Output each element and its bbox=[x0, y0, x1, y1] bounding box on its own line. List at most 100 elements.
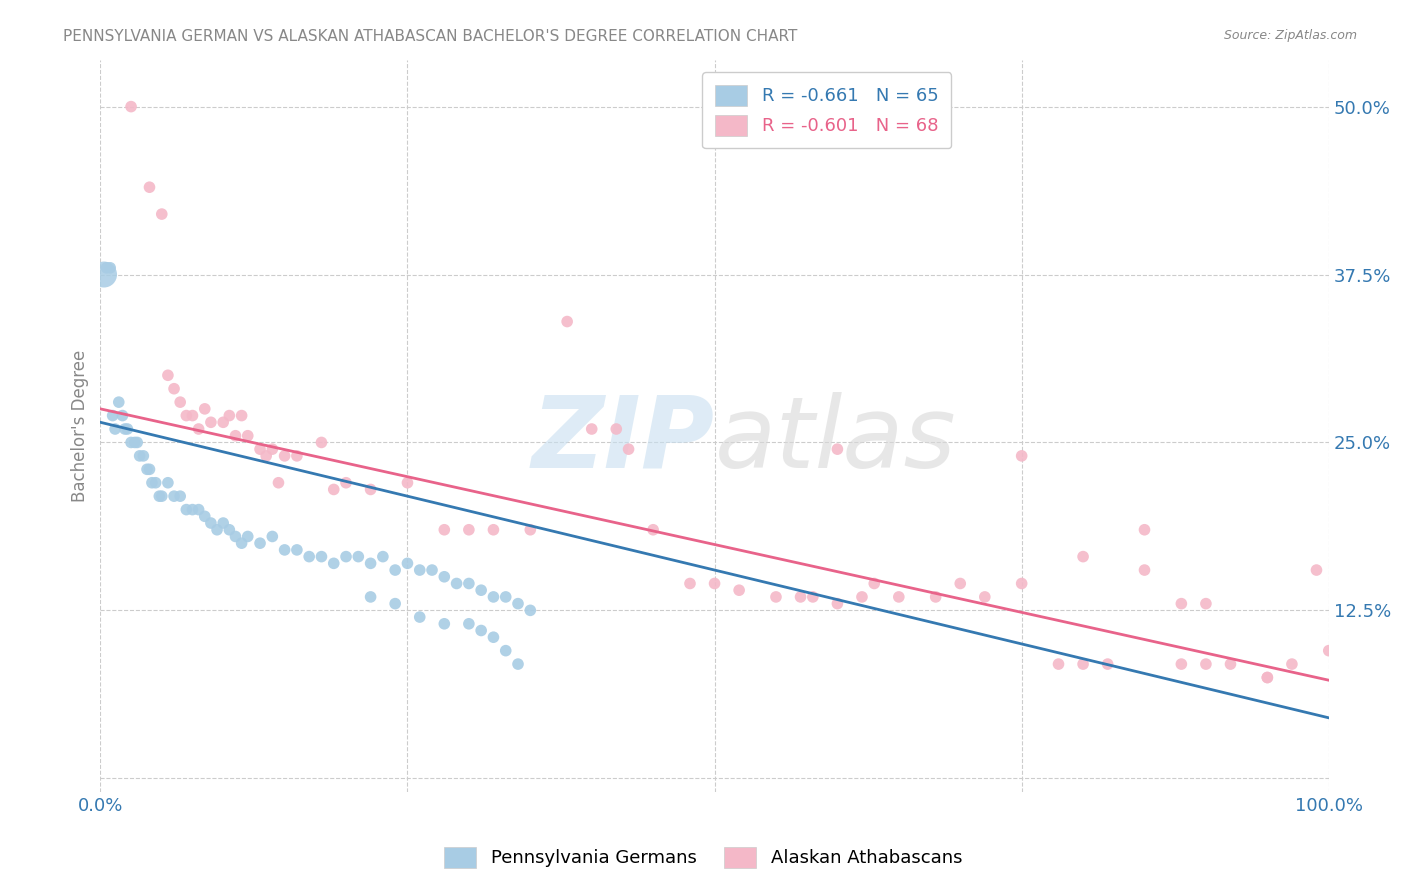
Point bbox=[396, 557, 419, 571]
Point bbox=[273, 542, 295, 557]
Point bbox=[1256, 671, 1278, 685]
Point bbox=[136, 462, 159, 476]
Point bbox=[187, 502, 209, 516]
Point bbox=[176, 502, 198, 516]
Point bbox=[1133, 523, 1156, 537]
Point bbox=[1195, 657, 1218, 671]
Point bbox=[120, 100, 142, 114]
Point bbox=[101, 409, 124, 423]
Point bbox=[176, 409, 198, 423]
Point bbox=[181, 409, 204, 423]
Point bbox=[124, 435, 146, 450]
Point bbox=[120, 435, 142, 450]
Point bbox=[335, 475, 357, 490]
Point bbox=[200, 516, 222, 530]
Point bbox=[150, 489, 173, 503]
Point bbox=[111, 409, 134, 423]
Point bbox=[150, 207, 173, 221]
Point bbox=[506, 657, 529, 671]
Point bbox=[949, 576, 972, 591]
Point bbox=[231, 409, 253, 423]
Point bbox=[433, 616, 456, 631]
Point bbox=[1195, 597, 1218, 611]
Point bbox=[262, 442, 284, 457]
Point bbox=[863, 576, 886, 591]
Point bbox=[322, 557, 344, 571]
Point bbox=[212, 516, 235, 530]
Point bbox=[163, 382, 186, 396]
Point bbox=[141, 475, 163, 490]
Point bbox=[1097, 657, 1119, 671]
Point bbox=[1305, 563, 1327, 577]
Point bbox=[98, 260, 121, 275]
Point bbox=[1281, 657, 1303, 671]
Point bbox=[132, 449, 155, 463]
Point bbox=[128, 449, 150, 463]
Legend: Pennsylvania Germans, Alaskan Athabascans: Pennsylvania Germans, Alaskan Athabascan… bbox=[433, 836, 973, 879]
Point bbox=[1170, 597, 1192, 611]
Point bbox=[433, 523, 456, 537]
Point bbox=[114, 422, 136, 436]
Point bbox=[107, 395, 129, 409]
Point bbox=[851, 590, 873, 604]
Point bbox=[212, 415, 235, 429]
Point bbox=[127, 435, 149, 450]
Point bbox=[298, 549, 321, 564]
Point bbox=[156, 475, 179, 490]
Point bbox=[827, 597, 849, 611]
Point bbox=[93, 268, 115, 282]
Point bbox=[519, 603, 541, 617]
Point bbox=[482, 523, 505, 537]
Point bbox=[887, 590, 910, 604]
Point bbox=[236, 428, 259, 442]
Point bbox=[187, 422, 209, 436]
Point bbox=[765, 590, 787, 604]
Point bbox=[605, 422, 627, 436]
Point bbox=[200, 415, 222, 429]
Point bbox=[495, 590, 517, 604]
Point bbox=[384, 597, 406, 611]
Point bbox=[322, 483, 344, 497]
Point bbox=[1071, 657, 1094, 671]
Point bbox=[581, 422, 603, 436]
Point bbox=[138, 180, 160, 194]
Point bbox=[285, 542, 308, 557]
Point bbox=[457, 616, 479, 631]
Point bbox=[145, 475, 167, 490]
Legend: R = -0.661   N = 65, R = -0.601   N = 68: R = -0.661 N = 65, R = -0.601 N = 68 bbox=[702, 72, 952, 148]
Point bbox=[360, 590, 382, 604]
Point bbox=[555, 314, 578, 328]
Point bbox=[495, 643, 517, 657]
Point bbox=[262, 529, 284, 543]
Point bbox=[789, 590, 811, 604]
Point bbox=[1133, 563, 1156, 577]
Point bbox=[218, 523, 240, 537]
Text: ZIP: ZIP bbox=[531, 392, 714, 489]
Point bbox=[1011, 449, 1033, 463]
Point bbox=[728, 583, 751, 598]
Point bbox=[470, 624, 492, 638]
Point bbox=[384, 563, 406, 577]
Point bbox=[801, 590, 824, 604]
Point bbox=[643, 523, 665, 537]
Point bbox=[1047, 657, 1070, 671]
Point bbox=[148, 489, 170, 503]
Point bbox=[117, 422, 139, 436]
Point bbox=[96, 260, 118, 275]
Point bbox=[285, 449, 308, 463]
Point bbox=[519, 523, 541, 537]
Point bbox=[194, 401, 217, 416]
Point bbox=[396, 475, 419, 490]
Point bbox=[482, 590, 505, 604]
Point bbox=[1071, 549, 1094, 564]
Text: PENNSYLVANIA GERMAN VS ALASKAN ATHABASCAN BACHELOR'S DEGREE CORRELATION CHART: PENNSYLVANIA GERMAN VS ALASKAN ATHABASCA… bbox=[63, 29, 797, 44]
Point bbox=[249, 536, 271, 550]
Point bbox=[924, 590, 946, 604]
Point bbox=[470, 583, 492, 598]
Point bbox=[457, 576, 479, 591]
Point bbox=[231, 536, 253, 550]
Point bbox=[827, 442, 849, 457]
Point bbox=[236, 529, 259, 543]
Point bbox=[194, 509, 217, 524]
Point bbox=[360, 557, 382, 571]
